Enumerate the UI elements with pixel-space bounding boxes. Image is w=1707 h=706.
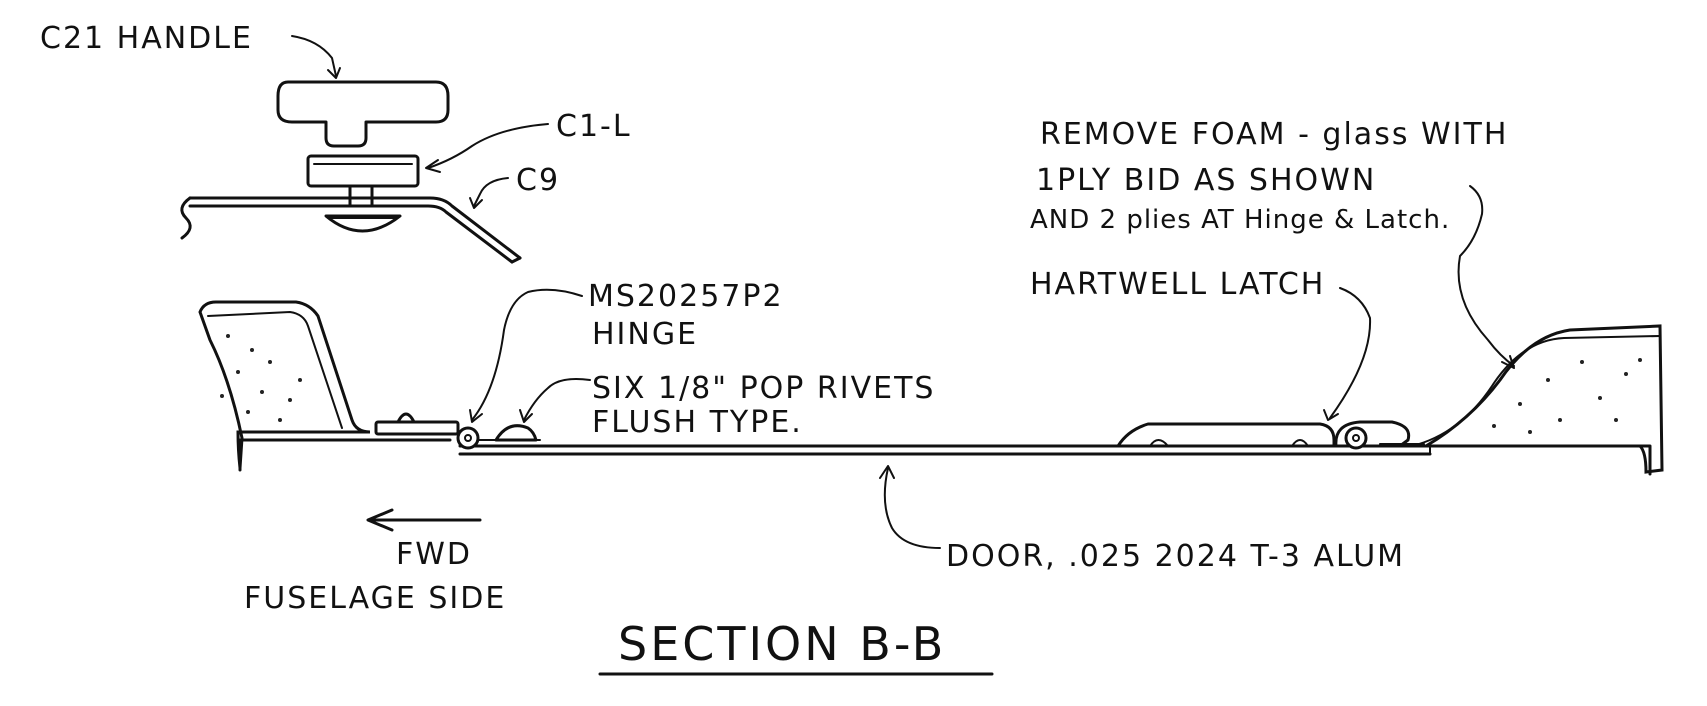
- leader-latch: [1329, 287, 1372, 419]
- right-foam-specks: [1492, 358, 1642, 434]
- label-hinge-1: MS20257P2: [588, 279, 784, 314]
- handle-knob: [276, 80, 450, 148]
- handle-detail: [180, 80, 522, 264]
- right-foam-block: [1420, 324, 1664, 474]
- label-c9: C9: [516, 163, 560, 198]
- left-foam-block: [198, 300, 371, 469]
- handle-cap: [324, 214, 402, 233]
- pop-rivet: [494, 424, 538, 442]
- label-remove-foam-3: AND 2 plies AT Hinge & Latch.: [1030, 205, 1450, 235]
- leader-c9: [473, 177, 509, 207]
- label-fwd: FWD: [396, 537, 472, 572]
- fuselage-skin: [238, 438, 452, 472]
- leader-hinge: [471, 288, 583, 421]
- label-fuselage-side: FUSELAGE SIDE: [244, 581, 506, 616]
- label-latch: HARTWELL LATCH: [1030, 267, 1325, 302]
- label-door: DOOR, .025 2024 T-3 ALUM: [946, 539, 1405, 574]
- leader-c1l: [427, 123, 549, 169]
- label-hinge-2: HINGE: [592, 317, 698, 352]
- leader-door: [883, 467, 941, 549]
- leader-foam: [1457, 185, 1515, 367]
- label-c1l: C1-L: [556, 109, 632, 144]
- handle-collar: [306, 154, 420, 188]
- label-remove-foam-1: REMOVE FOAM - glass WITH: [1040, 117, 1508, 152]
- leader-rivets: [523, 378, 591, 421]
- door-section: [198, 300, 1664, 476]
- label-rivets-2: FLUSH TYPE.: [592, 405, 803, 440]
- label-remove-foam-2: 1PLY BID AS SHOWN: [1036, 163, 1376, 198]
- left-foam-specks: [220, 334, 302, 422]
- c9-plate: [188, 196, 522, 260]
- label-handle: C21 HANDLE: [40, 21, 253, 56]
- fwd-arrow: [366, 508, 482, 532]
- hartwell-latch: [1116, 420, 1425, 450]
- section-title: SECTION B-B: [618, 617, 946, 671]
- label-rivets-1: SIX 1/8" POP RIVETS: [592, 371, 935, 406]
- leader-handle: [291, 35, 337, 77]
